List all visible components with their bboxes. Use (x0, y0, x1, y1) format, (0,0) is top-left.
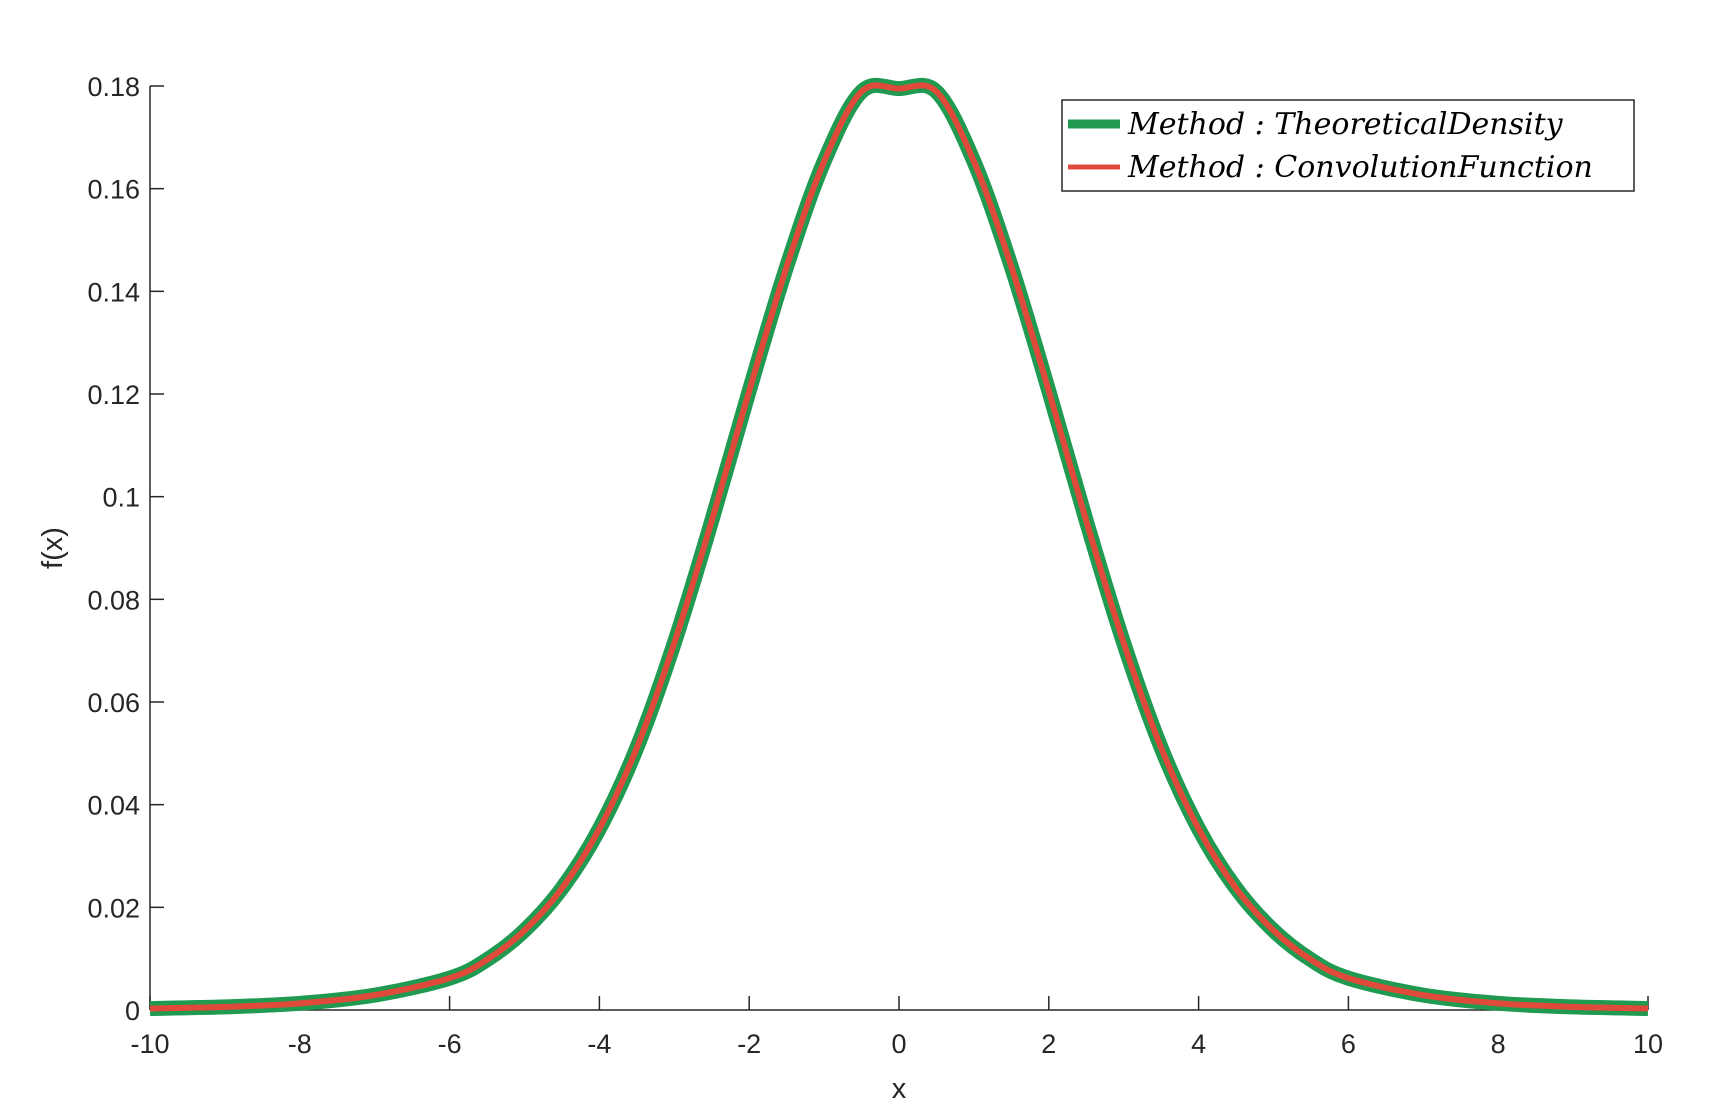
x-tick-label: 6 (1341, 1029, 1356, 1059)
x-tick-label: 2 (1041, 1029, 1056, 1059)
legend-label-theoretical: Method : TheoreticalDensity (1127, 107, 1564, 142)
y-tick-label: 0.12 (87, 380, 140, 410)
y-tick-label: 0 (125, 996, 140, 1026)
axes: -10 -8 -6 -4 -2 0 2 4 6 8 10 0 0.02 0.04 0.06 0.08 0.1 0.… (37, 72, 1663, 1105)
x-tick-label: 10 (1633, 1029, 1663, 1059)
x-tick-label: 4 (1191, 1029, 1206, 1059)
series-line-convolution-function (149, 82, 1649, 1012)
legend-box (1061, 99, 1635, 192)
series-line-theoretical-density (149, 77, 1649, 1016)
x-axis-label: x (892, 1073, 907, 1105)
series-layer (149, 77, 1649, 1016)
y-tick-label: 0.14 (87, 277, 140, 307)
y-tick-label: 0.08 (87, 585, 140, 615)
x-tick-label: -4 (587, 1029, 611, 1059)
x-tick-label: 8 (1491, 1029, 1506, 1059)
y-axis-label: f(x) (37, 527, 69, 569)
x-tick-label: 0 (891, 1029, 906, 1059)
y-tick-label: 0.02 (87, 893, 140, 923)
x-tick-label: -10 (130, 1029, 169, 1059)
y-tick-label: 0.16 (87, 175, 140, 205)
legend-label-convolution: Method : ConvolutionFunction (1127, 150, 1593, 185)
x-tick-label: -8 (288, 1029, 312, 1059)
x-tick-label: -2 (737, 1029, 761, 1059)
x-tick-label: -6 (438, 1029, 462, 1059)
legend: Method : TheoreticalDensity Method : Con… (1061, 99, 1635, 192)
y-tick-label: 0.04 (87, 791, 140, 821)
y-tick-label: 0.18 (87, 72, 140, 102)
y-tick-label: 0.1 (102, 483, 140, 513)
y-tick-label: 0.06 (87, 688, 140, 718)
